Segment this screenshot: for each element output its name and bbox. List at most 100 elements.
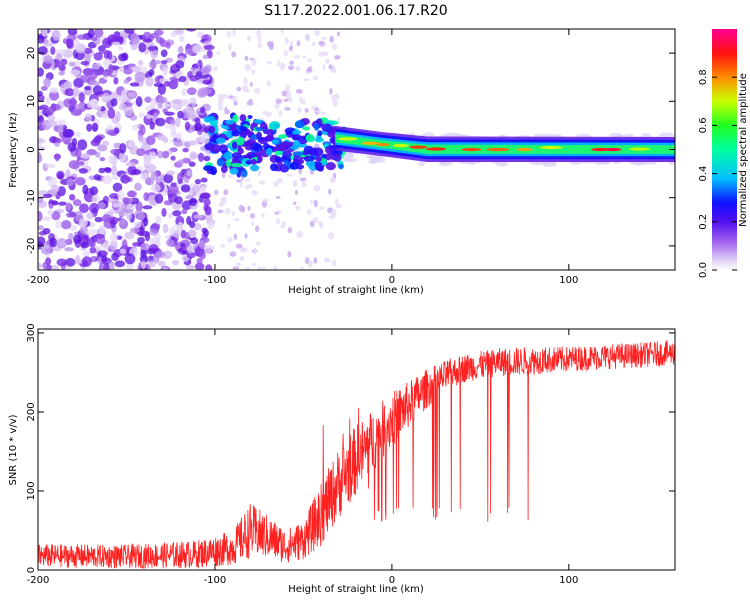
- snr-line: [38, 340, 675, 569]
- heatmap-cell: [314, 155, 323, 162]
- heatmap-cell: [257, 36, 262, 44]
- heatmap-cell: [94, 29, 104, 38]
- heatmap-cell: [203, 155, 211, 162]
- heatmap-cell: [219, 243, 226, 248]
- heatmap-cell: [171, 99, 182, 104]
- heatmap-cell: [164, 235, 172, 240]
- heatmap-cell: [124, 29, 135, 34]
- heatmap-cell: [289, 60, 294, 65]
- heatmap-cell: [266, 60, 272, 65]
- heatmap-cell: [172, 210, 182, 217]
- heatmap-cell: [193, 222, 202, 231]
- heatmap-cell: [165, 124, 176, 129]
- heatmap-cell: [185, 264, 196, 270]
- heatmap-cell: [109, 91, 119, 102]
- heatmap-cell: [154, 233, 161, 244]
- heatmap-cell: [78, 168, 88, 174]
- heatmap-cell: [194, 178, 202, 185]
- heatmap-cell: [318, 220, 322, 227]
- heatmap-cell: [38, 236, 46, 246]
- heatmap-cell: [130, 33, 140, 45]
- y-tick-label: -10: [26, 190, 37, 206]
- heatmap-cell: [56, 237, 67, 249]
- heatmap-cell: [301, 180, 307, 188]
- heatmap-cell: [163, 250, 173, 259]
- heatmap-cell: [292, 179, 298, 188]
- heatmap-cell: [68, 160, 80, 170]
- heatmap-cell: [217, 94, 223, 100]
- heatmap-cell: [376, 143, 390, 147]
- heatmap-cell: [313, 122, 320, 131]
- heatmap-cell: [149, 151, 157, 160]
- top-ylabel: Frequency (Hz): [8, 112, 19, 188]
- heatmap-cell: [262, 110, 268, 115]
- heatmap-cell: [190, 237, 199, 245]
- heatmap-cell: [98, 45, 106, 53]
- heatmap-cell: [103, 263, 110, 270]
- heatmap-cell: [41, 29, 48, 37]
- heatmap-cell: [178, 75, 187, 83]
- heatmap-cell: [244, 63, 252, 71]
- heatmap-cell: [102, 242, 110, 251]
- heatmap-cell: [289, 40, 294, 48]
- heatmap-cell: [202, 54, 209, 60]
- heatmap-cell: [305, 257, 310, 265]
- heatmap-cell: [184, 232, 190, 240]
- heatmap-cell: [58, 64, 66, 71]
- heatmap-cell: [334, 198, 339, 206]
- heatmap-cell: [193, 214, 203, 219]
- heatmap-cell: [338, 163, 344, 170]
- heatmap-cell: [90, 241, 96, 248]
- heatmap-cell: [275, 98, 283, 104]
- heatmap-cell: [119, 248, 127, 255]
- heatmap-cell: [281, 220, 286, 226]
- heatmap-cell: [57, 123, 64, 133]
- heatmap-cell: [110, 148, 121, 155]
- bottom-ylabel: SNR (10 * v/v): [8, 414, 19, 485]
- heatmap-cell: [244, 267, 251, 270]
- x-tick-label: 0: [389, 575, 395, 586]
- heatmap-cell: [286, 91, 292, 100]
- heatmap-cell: [265, 134, 274, 141]
- heatmap-cell: [161, 60, 168, 65]
- heatmap-cell: [174, 117, 181, 128]
- heatmap-cell: [119, 142, 127, 154]
- heatmap-cell: [157, 260, 166, 267]
- heatmap-cell: [60, 83, 67, 93]
- heatmap-cell: [111, 175, 120, 181]
- heatmap-cell: [38, 262, 43, 269]
- bottom-plot-frame: [37, 328, 676, 571]
- heatmap-cell: [261, 266, 267, 270]
- heatmap-cell: [215, 137, 226, 144]
- colorbar-tick-label: 0.2: [698, 214, 709, 230]
- heatmap-cell: [143, 192, 149, 202]
- y-tick-label: 20: [26, 47, 37, 60]
- heatmap-cell: [246, 100, 254, 106]
- heatmap-cell: [200, 185, 207, 194]
- bottom-xlabel: Height of straight line (km): [288, 584, 424, 595]
- heatmap-cell: [256, 131, 262, 139]
- heatmap-cell: [198, 152, 204, 162]
- heatmap-cell: [55, 49, 67, 55]
- heatmap-cell: [186, 29, 197, 32]
- heatmap-cell: [104, 167, 112, 174]
- x-tick-label: 0: [389, 275, 395, 286]
- colorbar: 0.0 0.2 0.4 0.6 0.8 Normalized spectral ampl…: [698, 29, 749, 278]
- heatmap-cell: [170, 102, 179, 109]
- heatmap-cell: [250, 158, 257, 165]
- heatmap-cell: [140, 243, 150, 251]
- heatmap-cell: [112, 202, 121, 208]
- heatmap-cell: [251, 262, 257, 267]
- colorbar-tick-label: 0.4: [698, 166, 709, 182]
- heatmap-cell: [227, 174, 233, 179]
- heatmap-cell: [86, 212, 94, 220]
- heatmap-cell: [231, 130, 241, 137]
- heatmap-cell: [282, 150, 292, 158]
- heatmap-cell: [234, 217, 240, 222]
- heatmap-cell: [226, 237, 233, 243]
- heatmap-cell: [151, 222, 161, 231]
- heatmap-cell: [79, 217, 88, 228]
- heatmap-cell: [292, 151, 303, 157]
- heatmap-cell: [80, 74, 91, 83]
- heatmap-cell: [81, 256, 92, 267]
